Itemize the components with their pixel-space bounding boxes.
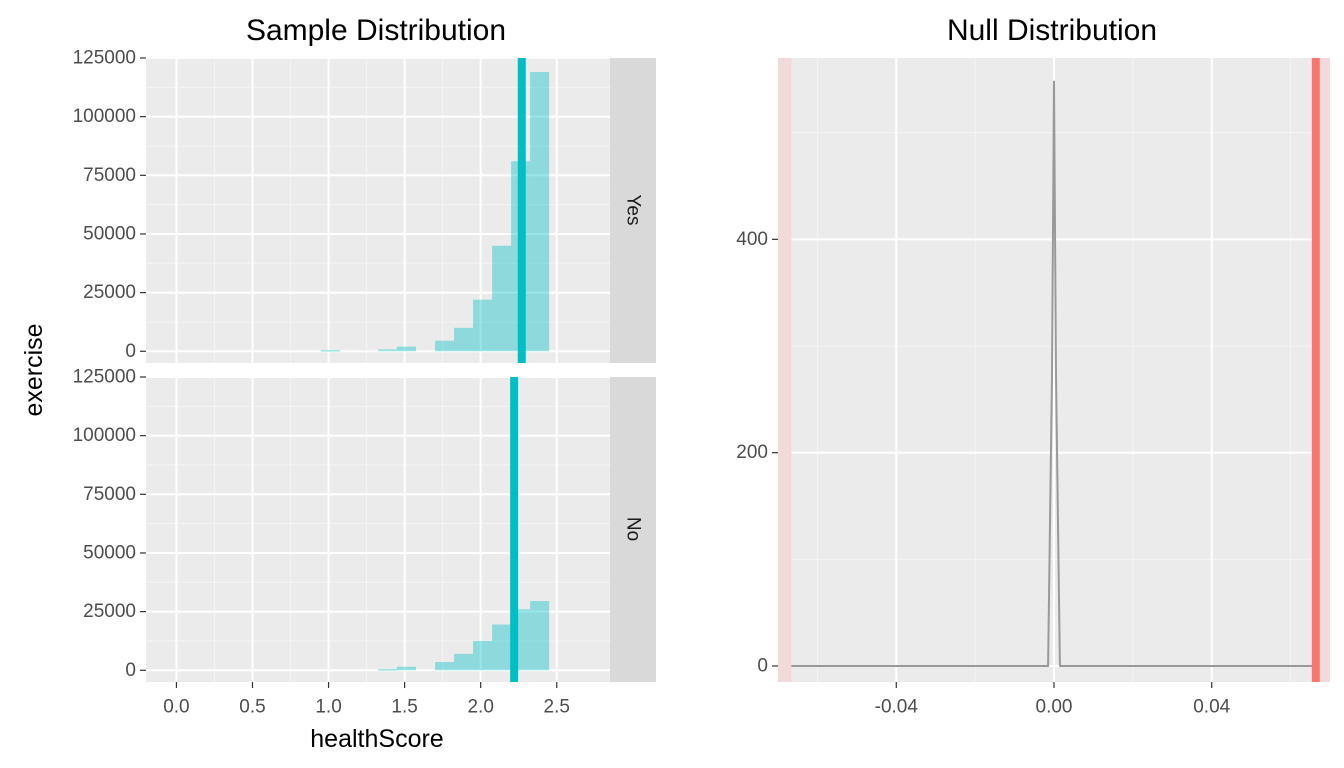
y-tick-label: 50000 — [83, 223, 136, 244]
sample-facet-no: 0 25000 50000 75000 100000 125000 No — [73, 367, 656, 682]
null-x-ticks: -0.04 0.00 0.04 — [875, 682, 1231, 718]
y-tick-label: 100000 — [73, 425, 136, 446]
y-tick-label: 0 — [757, 656, 768, 677]
x-tick-label: 1.5 — [391, 697, 417, 718]
facet-yes-major-grid — [146, 57, 610, 363]
facet-no-strip — [610, 377, 656, 682]
histogram-bar — [397, 346, 417, 352]
density-curve — [791, 80, 1316, 667]
y-tick-label: 200 — [736, 442, 768, 463]
x-tick-label: 2.5 — [544, 697, 570, 718]
y-tick-label: 75000 — [83, 484, 136, 505]
facet-no-minor-grid — [146, 377, 610, 682]
y-tick-label: 25000 — [83, 601, 136, 622]
sample-x-axis-title: healthScore — [310, 725, 443, 753]
x-tick-label: 0.5 — [239, 697, 265, 718]
facet-yes-strip — [610, 58, 656, 363]
histogram-bar — [378, 349, 398, 352]
x-tick-label: 0.0 — [163, 697, 189, 718]
y-tick-label: 0 — [125, 660, 136, 681]
null-distribution-title: Null Distribution — [947, 14, 1157, 47]
facet-no-panel — [146, 377, 610, 682]
x-tick-label: 1.0 — [315, 697, 341, 718]
y-tick-label: 0 — [125, 341, 136, 362]
x-tick-label: 2.0 — [467, 697, 493, 718]
x-tick-label: 0.04 — [1193, 697, 1230, 718]
facet-yes-bars — [320, 72, 550, 352]
facet-no-strip-label: No — [623, 517, 644, 541]
facet-no-y-ticks: 0 25000 50000 75000 100000 125000 — [73, 367, 146, 681]
histogram-bar — [397, 666, 417, 671]
facet-no-bars — [378, 601, 550, 671]
facet-yes-panel — [146, 58, 610, 363]
histogram-bar — [435, 662, 455, 671]
null-y-ticks: 0 200 400 — [736, 229, 778, 677]
histogram-bar — [492, 624, 512, 671]
y-tick-label: 125000 — [73, 48, 136, 69]
histogram-bar — [454, 653, 474, 671]
x-tick-label: 0.00 — [1036, 697, 1073, 718]
facet-yes-strip-label: Yes — [623, 195, 644, 226]
y-tick-label: 50000 — [83, 542, 136, 563]
null-density-line — [791, 80, 1316, 667]
y-tick-label: 25000 — [83, 282, 136, 303]
sample-facet-yes: 0 25000 50000 75000 100000 125000 Yes — [73, 48, 656, 363]
facet-no-major-grid — [146, 376, 610, 682]
histogram-bar — [435, 340, 455, 352]
facet-yes-y-ticks: 0 25000 50000 75000 100000 125000 — [73, 48, 146, 362]
histogram-bar — [473, 640, 493, 671]
sample-y-axis-title: exercise — [20, 323, 48, 416]
sample-distribution-title: Sample Distribution — [246, 14, 506, 47]
histogram-bar — [378, 669, 398, 671]
histogram-bar — [454, 327, 474, 352]
histogram-bar — [492, 245, 512, 352]
null-distribution-panel-group: 0 200 400 -0.04 0.00 0.04 — [736, 58, 1330, 718]
y-tick-label: 125000 — [73, 367, 136, 388]
y-tick-label: 400 — [736, 229, 768, 250]
histogram-bar — [320, 350, 340, 352]
sample-x-ticks: 0.0 0.5 1.0 1.5 2.0 2.5 — [163, 682, 570, 718]
y-tick-label: 100000 — [73, 106, 136, 127]
histogram-bar — [473, 299, 493, 352]
shaded-p-value-region — [778, 58, 792, 682]
histogram-bar — [530, 72, 550, 352]
histogram-bar — [530, 601, 550, 671]
x-tick-label: -0.04 — [875, 697, 919, 718]
y-tick-label: 75000 — [83, 165, 136, 186]
